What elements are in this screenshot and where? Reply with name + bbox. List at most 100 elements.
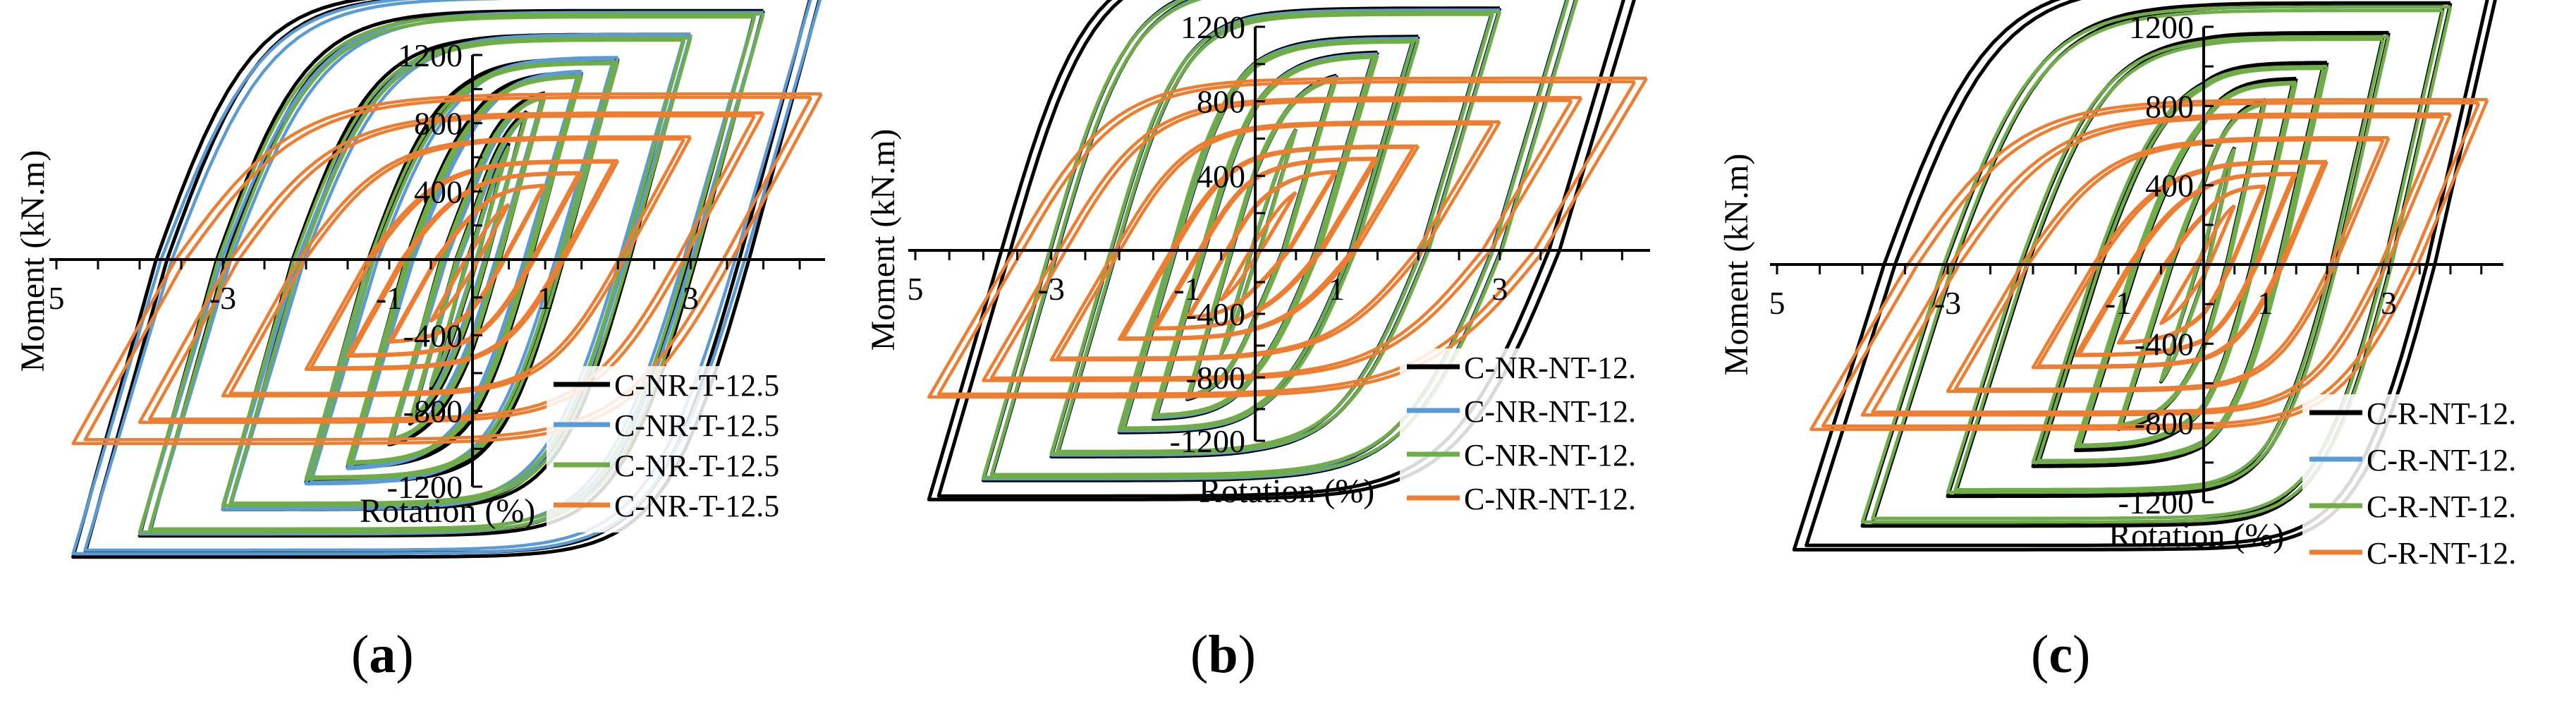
hysteresis-loop (2037, 66, 2325, 463)
y-tick-label: 1200 (1180, 9, 1245, 45)
hysteresis-loop (1056, 13, 1494, 454)
legend-b: C-NR-NT-12. C-NR-NT-12. C-NR-NT-12. C-NR-NT… (1400, 348, 1640, 529)
x-tick-label: -1 (376, 280, 403, 316)
y-tick-label: -800 (403, 394, 463, 430)
legend-c: C-R-NT-12. C-R-NT-12. C-R-NT-12. C-R-NT-12. (2302, 394, 2542, 586)
hysteresis-loop (927, 76, 1648, 399)
hysteresis-loop (1220, 192, 1297, 301)
hysteresis-loop (1154, 56, 1376, 417)
legend-label: C-R-NT-12. (2367, 396, 2516, 431)
series-group-c (1792, 0, 2497, 552)
hysteresis-loop (2119, 185, 2265, 344)
y-tick-label: 800 (1197, 84, 1245, 120)
hysteresis-loop (309, 62, 616, 479)
hysteresis-loop (228, 137, 686, 396)
hysteresis-loop (1946, 35, 2391, 494)
x-tick-label: -1 (1173, 271, 1200, 307)
x-tick-label: 1 (2257, 285, 2273, 321)
x-tick-label: 5 (49, 280, 65, 316)
hysteresis-loop (228, 38, 686, 505)
hysteresis-loop (71, 0, 822, 559)
y-tick-label: 1200 (398, 37, 463, 73)
legend-label: C-R-NT-12. (2367, 489, 2516, 524)
hysteresis-loop (1860, 5, 2453, 524)
hysteresis-loop (221, 36, 692, 508)
hysteresis-loop (2037, 161, 2325, 368)
y-tick-label: -800 (1186, 360, 1245, 396)
x-tick-label: 5 (1769, 285, 1786, 321)
hysteresis-loop (1860, 112, 2453, 417)
hysteresis-loop (982, 96, 1583, 382)
x-tick-label: 3 (1491, 271, 1508, 307)
hysteresis-loop (2161, 205, 2235, 324)
legend-label: C-NR-T-12.5 (614, 489, 779, 523)
legend-label: C-NR-T-12.5 (614, 449, 779, 483)
hysteresis-loop (936, 0, 1625, 498)
hysteresis-loop (1946, 136, 2391, 393)
hysteresis-loop (2077, 82, 2295, 447)
legend-label: C-R-NT-12. (2367, 536, 2516, 571)
y-tick-label: -800 (2135, 406, 2194, 442)
x-tick-label: 1 (537, 280, 554, 316)
y-tick-label: -1200 (1170, 423, 1245, 459)
y-tick-label: 1200 (2129, 9, 2194, 45)
y-tick-label: -400 (403, 317, 463, 353)
hysteresis-loop (1049, 120, 1501, 362)
chart-panel-c: 5 -3 -1 1 3 -1200 -800 -400 400 800 1200 Moment (kN… (1718, 0, 2542, 586)
y-axis-label: Moment (kN.m) (14, 150, 51, 372)
x-tick-label: 3 (2381, 285, 2397, 321)
x-tick-label: 3 (683, 280, 699, 316)
hysteresis-loop (304, 60, 620, 480)
hysteresis-loop (989, 0, 1570, 476)
y-tick-label: -400 (1186, 296, 1245, 332)
y-tick-label: 400 (1197, 158, 1245, 194)
y-axis-label: Moment (kN.m) (865, 129, 902, 351)
y-tick-label: -1200 (387, 469, 463, 505)
hysteresis-loop (346, 74, 583, 466)
legend-label: C-NR-NT-12. (1464, 351, 1636, 385)
x-tick-label: -3 (1038, 271, 1065, 307)
panel-letter-c: (c) (2031, 625, 2091, 684)
series-group-a (71, 0, 823, 559)
hysteresis-loop (1154, 157, 1376, 330)
hysteresis-loop (2077, 173, 2295, 356)
panel-letter-a: (a) (351, 625, 414, 684)
x-tick-label: -3 (1934, 285, 1961, 321)
legend-label: C-NR-T-12.5 (614, 408, 779, 443)
legend-label: C-NR-NT-12. (1464, 482, 1636, 516)
hysteresis-loop (1220, 131, 1297, 353)
x-tick-label: 5 (908, 271, 924, 307)
x-axis-label: Rotation (%) (1199, 473, 1374, 510)
legend-label: C-NR-T-12.5 (614, 368, 779, 403)
hysteresis-loop (1056, 122, 1494, 360)
legend-label: C-NR-NT-12. (1464, 438, 1636, 473)
x-axis-label: Rotation (%) (2108, 517, 2284, 554)
legend-a: C-NR-T-12.5 C-NR-T-12.5 C-NR-T-12.5 C-NR-T-… (547, 366, 786, 533)
legend-label: C-R-NT-12. (2367, 443, 2516, 477)
y-tick-label: -400 (2135, 326, 2194, 362)
hysteresis-loop (430, 203, 509, 322)
x-axis-label: Rotation (%) (360, 492, 535, 530)
hysteresis-loop (350, 172, 580, 357)
hysteresis-loop (1049, 10, 1502, 456)
hysteresis-loop (1152, 54, 1379, 418)
hysteresis-loop (1121, 145, 1415, 340)
y-tick-label: 800 (414, 106, 463, 142)
hysteresis-loop (982, 0, 1579, 479)
y-tick-label: -1200 (2118, 485, 2194, 521)
hysteresis-loop (309, 160, 616, 370)
y-axis-label: Moment (kN.m) (1718, 154, 1755, 376)
hysteresis-loop (1871, 8, 2445, 521)
hysteresis-loop (2161, 150, 2235, 380)
x-tick-label: 1 (1329, 271, 1345, 307)
hysteresis-loop (430, 147, 510, 385)
y-tick-label: 400 (414, 174, 463, 209)
panel-letter-b: (b) (1190, 625, 1256, 684)
hysteresis-loop (1953, 37, 2385, 492)
legend-label: C-NR-NT-12. (1464, 394, 1636, 429)
hysteresis-loop (1953, 138, 2385, 391)
hysteresis-loop (350, 75, 580, 464)
y-tick-label: 400 (2145, 168, 2194, 204)
series-b-3 (927, 76, 1648, 399)
x-tick-label: -1 (2105, 285, 2132, 321)
